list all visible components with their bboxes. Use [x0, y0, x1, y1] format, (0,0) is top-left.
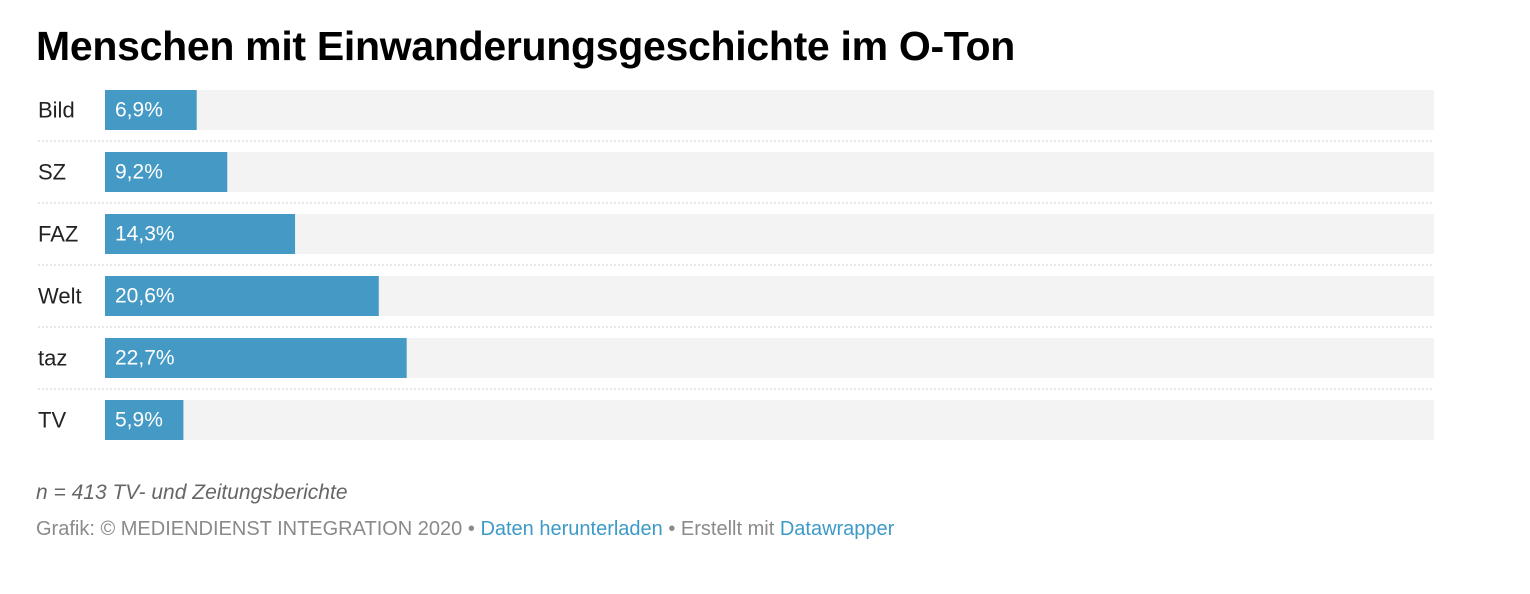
row-label: taz	[38, 346, 67, 371]
bar-value-label: 5,9%	[115, 409, 163, 432]
row-label: FAZ	[38, 222, 78, 247]
bar-value-label: 6,9%	[115, 99, 163, 122]
bar-value-label: 14,3%	[115, 223, 175, 246]
row-label: SZ	[38, 160, 66, 185]
bar	[105, 400, 184, 440]
row-label: TV	[38, 408, 66, 433]
bar-rows: Bild 6,9% SZ 9,2% FAZ 14,3% Welt 20,6% taz 22,7% T…	[38, 90, 1434, 440]
bar-track	[105, 400, 1434, 440]
chart-title: Menschen mit Einwanderungsgeschichte im …	[36, 23, 1015, 69]
bar	[105, 214, 296, 254]
sample-size-note: n = 413 TV- und Zeitungsberichte	[36, 481, 348, 504]
footer-separator: •	[662, 518, 681, 540]
row-label: Welt	[38, 284, 82, 309]
download-data-link[interactable]: Daten herunterladen	[480, 518, 663, 540]
bar-chart: Bild 6,9% SZ 9,2% FAZ 14,3% Welt 20,6% taz 22,7% T…	[38, 90, 1434, 440]
bar-track	[105, 90, 1434, 130]
bar-value-label: 22,7%	[115, 347, 175, 370]
bar	[105, 152, 228, 192]
footer-created-with: Erstellt mit	[680, 518, 775, 540]
footer-separator: •	[462, 518, 481, 540]
row-label: Bild	[38, 98, 75, 123]
bar	[105, 338, 407, 378]
bar	[105, 90, 197, 130]
datawrapper-link[interactable]: Datawrapper	[779, 518, 895, 540]
bar-track	[105, 214, 1434, 254]
bar-value-label: 20,6%	[115, 285, 175, 308]
footer: Grafik: © MEDIENDIENST INTEGRATION 2020 …	[36, 518, 894, 541]
bar	[105, 276, 379, 316]
bar-value-label: 9,2%	[115, 161, 163, 184]
footer-source: Grafik: © MEDIENDIENST INTEGRATION 2020	[36, 518, 463, 540]
bar-track	[105, 152, 1434, 192]
